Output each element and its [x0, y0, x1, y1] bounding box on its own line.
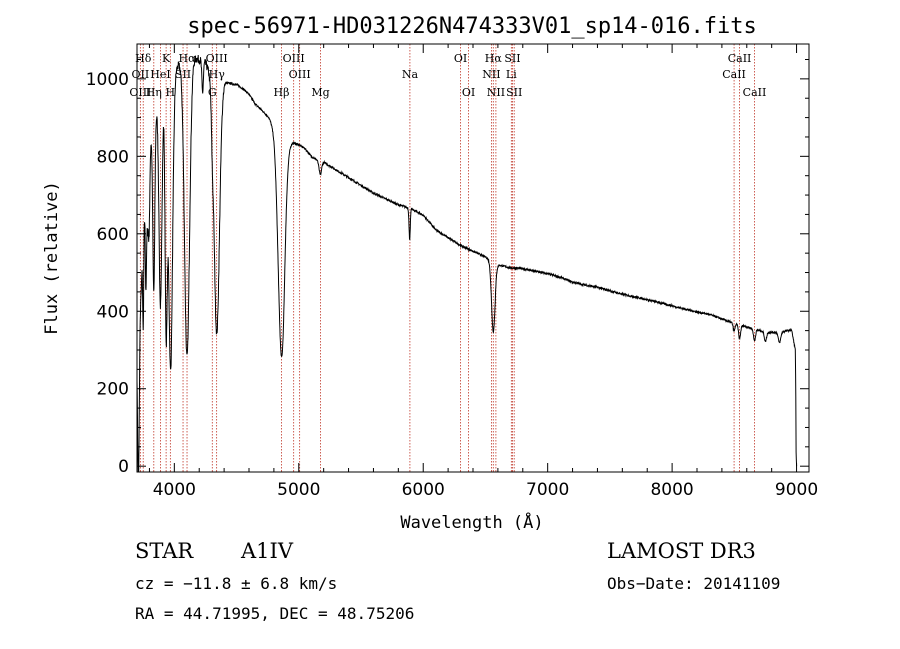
spectral-line-markers	[139, 44, 755, 472]
object-subclass: A1IV	[241, 539, 293, 563]
spectral-line-label: OIII	[129, 86, 151, 99]
spectral-line-label: Li	[506, 68, 517, 81]
y-axis-label: Flux (relative)	[42, 181, 62, 335]
y-tick-label: 600	[97, 225, 129, 245]
spectral-line-label: OI	[454, 52, 467, 65]
spectral-line-label: HeI	[150, 68, 170, 81]
spectral-line-label: CaII	[743, 86, 767, 99]
spectral-line-label: NII	[482, 68, 500, 81]
spectral-line-label: CaII	[728, 52, 752, 65]
sky-coordinates: RA = 44.71995, DEC = 48.75206	[135, 604, 415, 623]
spectrum-series-line	[136, 54, 798, 473]
spectral-line-label: Na	[402, 68, 419, 81]
spectral-line-label: NII	[487, 86, 505, 99]
spectral-line-label: OIII	[283, 52, 305, 65]
x-tick-label: 7000	[526, 480, 569, 500]
y-tick-label: 0	[118, 457, 129, 477]
spectral-line-label: Mg	[311, 86, 329, 99]
y-tick-label: 200	[97, 380, 129, 400]
x-tick-label: 6000	[402, 480, 445, 500]
spectral-line-label: CaII	[722, 68, 746, 81]
x-tick-label: 9000	[775, 480, 818, 500]
observation-date: Obs−Date: 20141109	[607, 574, 781, 593]
x-tick-label: 8000	[650, 480, 693, 500]
spectral-line-label: OI	[462, 86, 475, 99]
x-tick-label: 4000	[153, 480, 196, 500]
spectral-line-label: SII	[506, 86, 522, 99]
spectral-line-label: Hη	[146, 86, 162, 99]
spectral-line-label: SII	[175, 68, 191, 81]
spectral-line-label: Hβ	[274, 86, 290, 99]
spectral-line-label: Hγ	[209, 68, 226, 81]
spectral-line-label: K	[162, 52, 171, 65]
spectral-line-label: SII	[504, 52, 520, 65]
spectral-line-label: Hα	[485, 52, 503, 65]
plot-frame	[136, 43, 810, 473]
y-tick-label: 400	[97, 302, 129, 322]
spectral-line-label: OIII	[206, 52, 228, 65]
x-axis-label: Wavelength (Å)	[400, 511, 543, 533]
spectral-line-label: G	[208, 86, 217, 99]
y-tick-label: 1000	[86, 70, 129, 90]
spectral-line-label: OII	[132, 68, 150, 81]
spectral-line-label: Hα	[179, 52, 197, 65]
y-tick-label: 800	[97, 147, 129, 167]
spectral-line-label: Hδ	[135, 52, 152, 65]
spectral-line-label: H	[166, 86, 176, 99]
spectral-line-label: OIII	[289, 68, 311, 81]
survey-name: LAMOST DR3	[607, 539, 756, 563]
chart-title: spec-56971-HD031226N474333V01_sp14-016.f…	[187, 14, 757, 39]
axis-ticks	[137, 44, 809, 472]
object-class: STAR	[135, 539, 194, 563]
redshift-velocity: cz = −11.8 ± 6.8 km/s	[135, 574, 338, 593]
x-tick-label: 5000	[277, 480, 320, 500]
axis-tick-labels: 4000 5000 6000 7000 8000 9000 0 200 400 600 800 100…	[86, 70, 818, 500]
